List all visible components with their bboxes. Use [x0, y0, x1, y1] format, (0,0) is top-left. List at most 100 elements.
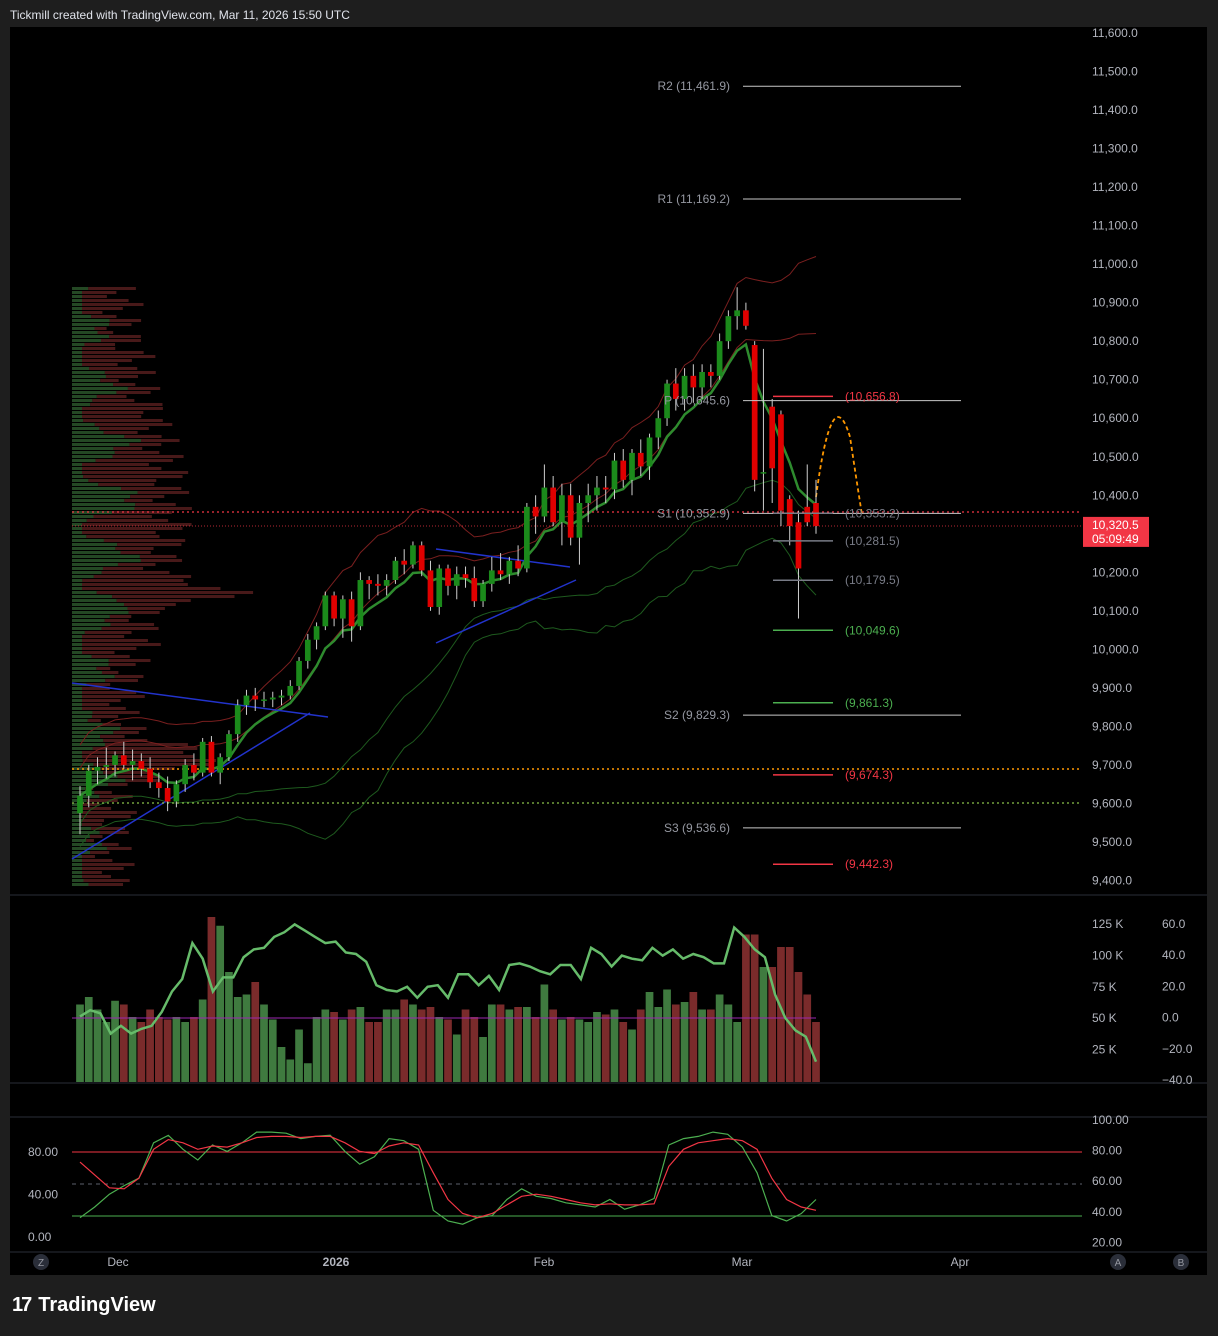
vp-bar-up — [72, 419, 84, 422]
candle-body — [147, 768, 153, 783]
vp-bar-down — [82, 859, 113, 862]
vp-bar-up — [72, 459, 96, 462]
volume-bar — [339, 1019, 347, 1082]
time-tick-label: Apr — [951, 1255, 970, 1269]
volume-tick-label: 125 K — [1092, 917, 1123, 931]
vp-bar-down — [82, 351, 144, 354]
corner-button[interactable] — [33, 1254, 49, 1270]
candle-body — [462, 574, 469, 579]
vp-bar-down — [117, 563, 156, 566]
volume-bar — [172, 1017, 181, 1082]
vp-bar-down — [104, 619, 129, 622]
oscillator-pane[interactable]: 80.00 40.00 0.00 100.00 80.00 60.00 40.00 20.00 — [28, 1113, 1129, 1249]
vp-bar-up — [72, 639, 82, 642]
volume-bar — [181, 1022, 189, 1082]
candle-body — [156, 782, 162, 789]
vp-bar-up — [72, 555, 140, 558]
vp-bar-down — [109, 323, 132, 326]
vp-bar-up — [72, 371, 105, 374]
corner-button[interactable] — [1110, 1254, 1126, 1270]
candle-body — [85, 770, 92, 796]
candle-body — [629, 452, 635, 480]
candle-body — [103, 764, 110, 767]
vp-bar-down — [82, 311, 103, 314]
volume-bar — [645, 992, 654, 1082]
momentum-tick-label: −40.0 — [1162, 1073, 1193, 1087]
vp-bar-down — [115, 547, 154, 550]
vp-bar-up — [72, 351, 82, 354]
candle-body — [620, 460, 627, 480]
volume-bar — [505, 1009, 514, 1082]
corner-button-label: A — [1115, 1258, 1122, 1269]
volume-bar — [759, 967, 768, 1082]
price-tick-label: 10,500.0 — [1092, 450, 1139, 464]
volume-bar — [391, 1009, 400, 1082]
candle-body — [488, 570, 495, 584]
vp-bar-down — [96, 591, 254, 594]
vp-bar-down — [140, 559, 183, 562]
vp-bar-up — [72, 675, 115, 678]
vp-bar-up — [72, 807, 82, 810]
vp-bar-down — [82, 807, 112, 810]
volume-bar — [523, 1007, 531, 1082]
volume-bar — [540, 984, 549, 1082]
volume-bar — [374, 1022, 382, 1082]
vp-bar-up — [72, 611, 129, 614]
corner-button[interactable] — [1173, 1254, 1189, 1270]
vp-bar-up — [72, 571, 102, 574]
vp-bar-up — [72, 875, 82, 878]
vp-bar-down — [117, 543, 182, 546]
vp-bar-down — [105, 375, 139, 378]
vp-bar-down — [82, 307, 123, 310]
candle-body — [278, 695, 285, 698]
vp-bar-up — [72, 527, 82, 530]
oscillator-d-line — [79, 1135, 817, 1219]
chart-header-title: Tickmill created with TradingView.com, M… — [10, 8, 350, 22]
vp-bar-up — [72, 535, 87, 538]
vp-bar-down — [127, 607, 165, 610]
volume-bar — [531, 1017, 540, 1082]
vp-bar-up — [72, 355, 82, 358]
candle-body — [655, 418, 662, 438]
grid-lines — [10, 894, 1207, 1253]
volume-bar — [435, 1017, 444, 1082]
vp-bar-up — [72, 359, 82, 362]
time-axis[interactable]: Dec 2026 Feb Mar Apr Z A B — [33, 1254, 1189, 1270]
candlestick-series[interactable] — [77, 287, 819, 835]
volume-bar — [137, 1022, 146, 1082]
vp-bar-down — [86, 519, 169, 522]
vp-bar-down — [82, 583, 188, 586]
vp-bar-down — [108, 783, 128, 786]
volume-tick-label: 100 K — [1092, 948, 1123, 962]
vp-bar-down — [112, 455, 184, 458]
vp-bar-down — [105, 679, 138, 682]
volume-pane[interactable]: 125 K 100 K 75 K 50 K 25 K 60.0 40.0 20.0 0.0 −20… — [72, 917, 1193, 1087]
vp-bar-up — [72, 339, 102, 342]
momentum-tick-label: 40.0 — [1162, 948, 1186, 962]
chart-svg[interactable]: R2 (11,461.9) R1 (11,169.2) P (10,645.6) S1… — [10, 26, 1207, 1275]
vp-bar-down — [82, 871, 102, 874]
vp-bar-down — [113, 383, 136, 386]
osc-right-tick-label: 60.00 — [1092, 1174, 1122, 1188]
price-tick-label: 10,700.0 — [1092, 373, 1139, 387]
price-axis[interactable]: 11,600.0 11,500.0 11,400.0 11,300.0 11,200.0… — [1083, 26, 1149, 888]
volume-bar — [785, 947, 794, 1082]
vp-bar-down — [82, 407, 163, 410]
volume-bar — [216, 925, 225, 1082]
vp-bar-down — [82, 647, 137, 650]
volume-bar — [417, 1009, 426, 1082]
momentum-line — [79, 922, 818, 1063]
vp-bar-up — [72, 691, 82, 694]
vp-bar-down — [130, 495, 165, 498]
vp-bar-up — [72, 511, 112, 514]
volume-profile — [72, 287, 254, 886]
candle-body — [182, 764, 188, 785]
vp-bar-down — [82, 707, 126, 710]
volume-bar — [225, 972, 233, 1082]
vp-bar-down — [83, 419, 163, 422]
vp-bar-down — [127, 387, 161, 390]
volume-bar — [698, 1009, 706, 1082]
chart-frame[interactable]: R2 (11,461.9) R1 (11,169.2) P (10,645.6) S1… — [10, 26, 1207, 1275]
oscillator-k-line — [79, 1131, 817, 1225]
volume-bar — [251, 982, 260, 1082]
